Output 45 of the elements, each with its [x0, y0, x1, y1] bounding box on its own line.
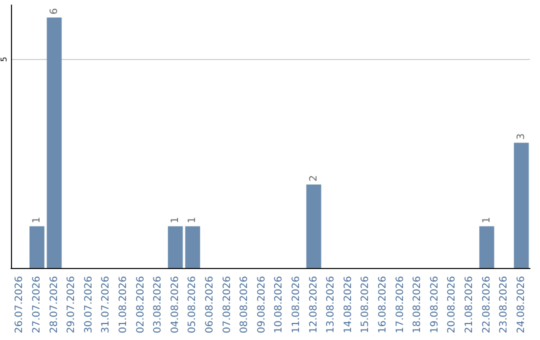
x-tick-label: 22.08.2026 [481, 276, 492, 334]
x-tick-label: 14.08.2026 [342, 276, 354, 334]
data-label: 1 [481, 216, 492, 224]
x-tick-label: 18.08.2026 [412, 276, 424, 334]
x-tick-label: 15.08.2026 [360, 276, 372, 334]
x-tick-label: 28.07.2026 [48, 276, 60, 334]
data-label: 1 [31, 216, 42, 224]
bar [185, 226, 200, 268]
x-tick-label: 19.08.2026 [429, 276, 440, 334]
x-tick-label: 31.07.2026 [100, 276, 112, 334]
bar [168, 226, 183, 268]
y-tick-label: 5 [0, 56, 8, 62]
data-label: 1 [170, 216, 181, 224]
x-tick-label: 04.08.2026 [170, 276, 181, 334]
bar [46, 18, 62, 268]
x-tick-label: 07.08.2026 [222, 276, 233, 334]
x-tick-label: 23.08.2026 [498, 276, 510, 334]
bar [479, 226, 494, 268]
x-tick-label: 06.08.2026 [204, 276, 216, 334]
x-tick-label: 17.08.2026 [394, 276, 406, 334]
x-tick-label: 09.08.2026 [256, 276, 268, 334]
x-tick-label: 01.08.2026 [118, 276, 129, 334]
bar [30, 226, 44, 268]
bar [306, 184, 322, 268]
x-tick-label: 11.08.2026 [290, 276, 302, 334]
x-tick-label: 24.08.2026 [516, 276, 527, 334]
x-tick-label: 20.08.2026 [446, 276, 458, 334]
x-tick-label: 03.08.2026 [152, 276, 164, 334]
x-tick-label: 05.08.2026 [187, 276, 198, 334]
x-tick-label: 16.08.2026 [377, 276, 388, 334]
bar [514, 142, 529, 268]
x-tick-label: 26.07.2026 [14, 276, 26, 334]
x-tick-label: 30.07.2026 [83, 276, 94, 334]
x-tick-label: 27.07.2026 [31, 276, 42, 334]
x-tick-label: 13.08.2026 [326, 276, 337, 334]
data-label: 6 [48, 8, 60, 15]
x-tick-label: 12.08.2026 [308, 276, 320, 334]
x-tick-label: 21.08.2026 [464, 276, 475, 334]
x-tick-label: 10.08.2026 [274, 276, 285, 334]
data-label: 1 [187, 216, 198, 224]
x-tick-label: 08.08.2026 [239, 276, 250, 334]
x-tick-label: 29.07.2026 [66, 276, 78, 334]
data-label: 2 [308, 175, 320, 182]
x-tick-label: 02.08.2026 [135, 276, 146, 334]
data-label: 3 [516, 133, 527, 140]
